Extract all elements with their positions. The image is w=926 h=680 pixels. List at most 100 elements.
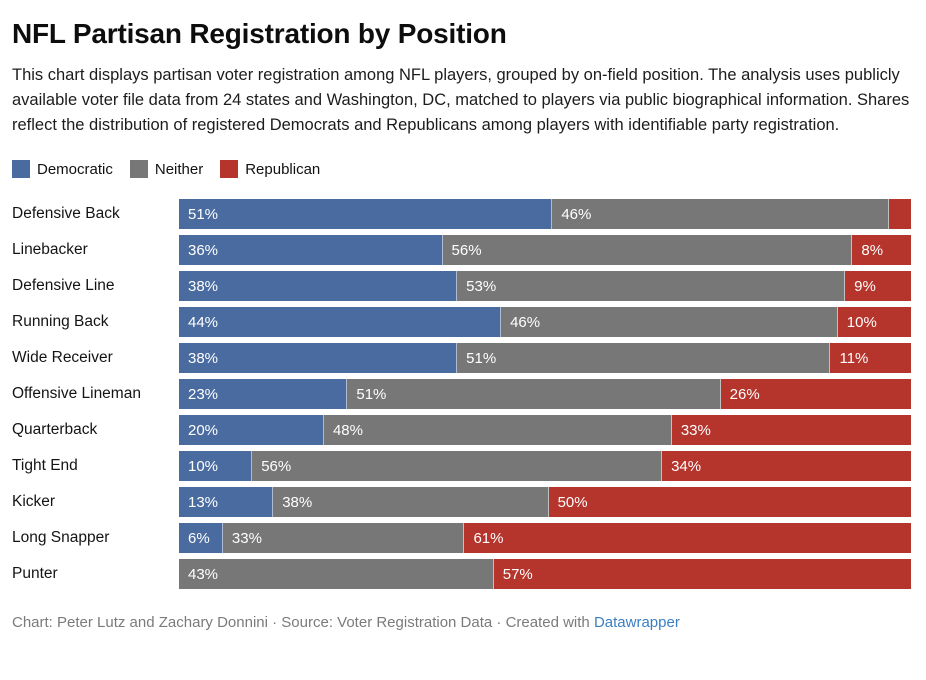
- bar-value-label: 51%: [188, 205, 219, 223]
- chart-row: Offensive Lineman 23% 51% 26%: [12, 379, 911, 410]
- row-label: Linebacker: [12, 241, 88, 259]
- row-label: Punter: [12, 565, 58, 583]
- bar-segment-democratic: 38%: [179, 343, 458, 374]
- page-title: NFL Partisan Registration by Position: [12, 18, 507, 49]
- row-label: Tight End: [12, 457, 78, 475]
- bar-value-label: 53%: [466, 277, 497, 295]
- row-bars: 43% 57%: [179, 559, 911, 590]
- bar-value-label: 57%: [502, 565, 533, 583]
- bar-segment-neither: 51%: [457, 343, 831, 374]
- bar-segment-democratic: 44%: [179, 307, 502, 338]
- bar-segment-democratic: 6%: [179, 523, 223, 554]
- bar-value-label: 10%: [188, 457, 219, 475]
- legend-label: Neither: [154, 160, 204, 178]
- legend-item-neither: Neither: [129, 160, 204, 179]
- row-label: Wide Receiver: [12, 349, 113, 367]
- bar-segment-neither: 48%: [323, 415, 672, 446]
- bar-segment-democratic: 20%: [179, 415, 324, 446]
- bar-value-label: 36%: [188, 241, 219, 259]
- stacked-bar-chart: Defensive Back 51% 46% Linebacker 36% 56% 8% De…: [12, 199, 911, 590]
- republican-swatch-icon: [220, 160, 239, 179]
- row-bars: 10% 56% 34%: [179, 451, 911, 482]
- chart-row: Punter 43% 57%: [12, 559, 911, 590]
- bar-segment-republican: 10%: [837, 307, 911, 338]
- bar-segment-neither: 53%: [457, 271, 846, 302]
- row-bars: 13% 38% 50%: [179, 487, 911, 518]
- chart-row: Wide Receiver 38% 51% 11%: [12, 343, 911, 374]
- bar-value-label: 38%: [282, 493, 313, 511]
- row-label: Defensive Back: [12, 205, 120, 223]
- legend-label: Republican: [245, 160, 321, 178]
- bar-segment-democratic: 51%: [179, 199, 553, 230]
- datawrapper-link[interactable]: Datawrapper: [593, 614, 680, 632]
- chart-row: Tight End 10% 56% 34%: [12, 451, 911, 482]
- bar-value-label: 6%: [188, 529, 210, 547]
- bar-segment-republican: 8%: [852, 235, 911, 266]
- chart-row: Defensive Back 51% 46%: [12, 199, 911, 230]
- legend-label: Democratic: [37, 160, 113, 178]
- row-bars: 6% 33% 61%: [179, 523, 911, 554]
- row-label: Offensive Lineman: [12, 385, 141, 403]
- row-bars: 36% 56% 8%: [179, 235, 911, 266]
- row-label: Long Snapper: [12, 529, 110, 547]
- bar-segment-republican: 50%: [548, 487, 911, 518]
- bar-value-label: 56%: [261, 457, 292, 475]
- bar-value-label: 8%: [861, 241, 884, 259]
- row-bars: 20% 48% 33%: [179, 415, 911, 446]
- row-bars: 38% 51% 11%: [179, 343, 911, 374]
- bar-segment-neither: 33%: [222, 523, 465, 554]
- row-label: Running Back: [12, 313, 109, 331]
- attribution-footer: Chart: Peter Lutz and Zachary Donnini · …: [12, 614, 911, 631]
- bar-segment-republican: 11%: [830, 343, 911, 374]
- bar-segment-republican: 61%: [464, 523, 911, 554]
- bar-value-label: 10%: [846, 313, 877, 331]
- bar-segment-democratic: 13%: [179, 487, 274, 518]
- bar-segment-democratic: 23%: [179, 379, 348, 410]
- bar-value-label: 34%: [671, 457, 702, 475]
- bar-segment-republican: 57%: [493, 559, 911, 590]
- bar-value-label: 33%: [680, 421, 711, 439]
- row-bars: 44% 46% 10%: [179, 307, 911, 338]
- bar-segment-republican: 34%: [662, 451, 911, 482]
- bar-value-label: 9%: [854, 277, 876, 295]
- row-bars: 23% 51% 26%: [179, 379, 911, 410]
- chart-row: Linebacker 36% 56% 8%: [12, 235, 911, 266]
- row-bars: 51% 46%: [179, 199, 911, 230]
- row-label: Defensive Line: [12, 277, 115, 295]
- chart-row: Long Snapper 6% 33% 61%: [12, 523, 911, 554]
- bar-value-label: 51%: [466, 349, 497, 367]
- bar-segment-neither: 51%: [347, 379, 721, 410]
- bar-segment-democratic: 38%: [179, 271, 458, 302]
- democratic-swatch-icon: [12, 160, 30, 179]
- bar-value-label: 11%: [839, 349, 869, 367]
- legend-item-democratic: Democratic: [12, 160, 113, 179]
- bar-segment-democratic: 10%: [179, 451, 253, 482]
- bar-segment-republican: 26%: [720, 379, 911, 410]
- bar-value-label: 38%: [188, 349, 219, 367]
- legend-item-republican: Republican: [220, 160, 321, 179]
- bar-value-label: 33%: [231, 529, 262, 547]
- row-label: Quarterback: [12, 421, 98, 439]
- bar-value-label: 46%: [510, 313, 541, 331]
- bar-segment-republican: 33%: [671, 415, 911, 446]
- bar-segment-republican: [889, 199, 911, 230]
- bar-value-label: 20%: [188, 421, 219, 439]
- chart-row: Kicker 13% 38% 50%: [12, 487, 911, 518]
- bar-value-label: 13%: [188, 493, 219, 511]
- bar-value-label: 23%: [188, 385, 219, 403]
- bar-value-label: 48%: [332, 421, 363, 439]
- chart-row: Quarterback 20% 48% 33%: [12, 415, 911, 446]
- footer-text: Chart: Peter Lutz and Zachary Donnini · …: [12, 614, 594, 632]
- chart-container: NFL Partisan Registration by Position Th…: [12, 18, 911, 631]
- bar-value-label: 56%: [451, 241, 482, 259]
- bar-value-label: 44%: [188, 313, 219, 331]
- bar-value-label: 61%: [473, 529, 504, 547]
- row-bars: 38% 53% 9%: [179, 271, 911, 302]
- bar-segment-neither: 56%: [252, 451, 663, 482]
- neither-swatch-icon: [129, 160, 148, 179]
- bar-segment-republican: 9%: [845, 271, 911, 302]
- bar-segment-neither: 43%: [179, 559, 494, 590]
- bar-segment-neither: 46%: [552, 199, 890, 230]
- bar-value-label: 38%: [188, 277, 219, 295]
- bar-value-label: 46%: [561, 205, 592, 223]
